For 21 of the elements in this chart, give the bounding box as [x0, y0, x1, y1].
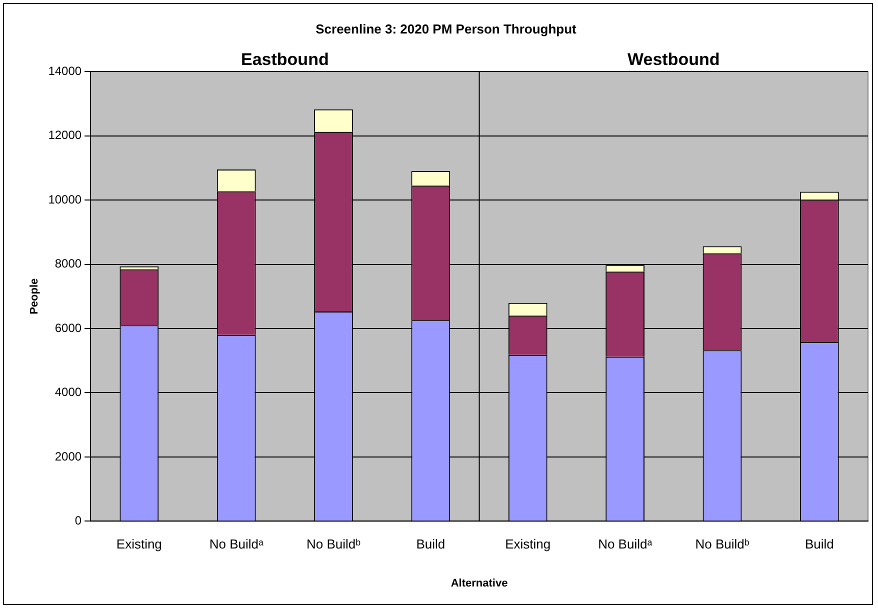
y-tick-label: 8000 [54, 256, 82, 271]
y-tick-label: 6000 [54, 320, 82, 335]
text: Westbound [628, 50, 720, 69]
x-tick-label: Existing [116, 536, 162, 552]
x-tick-label: No Buildᵃ [209, 536, 264, 552]
y-tick-label: 12000 [48, 128, 82, 142]
x-tick-label: No Buildᵇ [695, 536, 750, 552]
x-tick-label: Existing [505, 536, 551, 552]
y-tick-label: 14000 [48, 64, 82, 78]
y-tick-label: 4000 [54, 385, 82, 400]
y-axis-title: People [28, 278, 41, 314]
x-tick-label: Build [416, 536, 446, 552]
x-tick-label: Build [804, 536, 834, 552]
chart-title: Screenline 3: 2020 PM Person Throughput [316, 21, 578, 36]
text: Eastbound [241, 50, 329, 69]
x-tick-label: No Buildᵃ [598, 536, 652, 552]
y-tick-label: 0 [74, 514, 82, 528]
y-tick-label: 2000 [54, 449, 82, 464]
y-tick-label: 10000 [48, 192, 82, 206]
x-axis-title: Alternative [450, 577, 508, 590]
x-tick-label: No Buildᵇ [306, 536, 361, 552]
